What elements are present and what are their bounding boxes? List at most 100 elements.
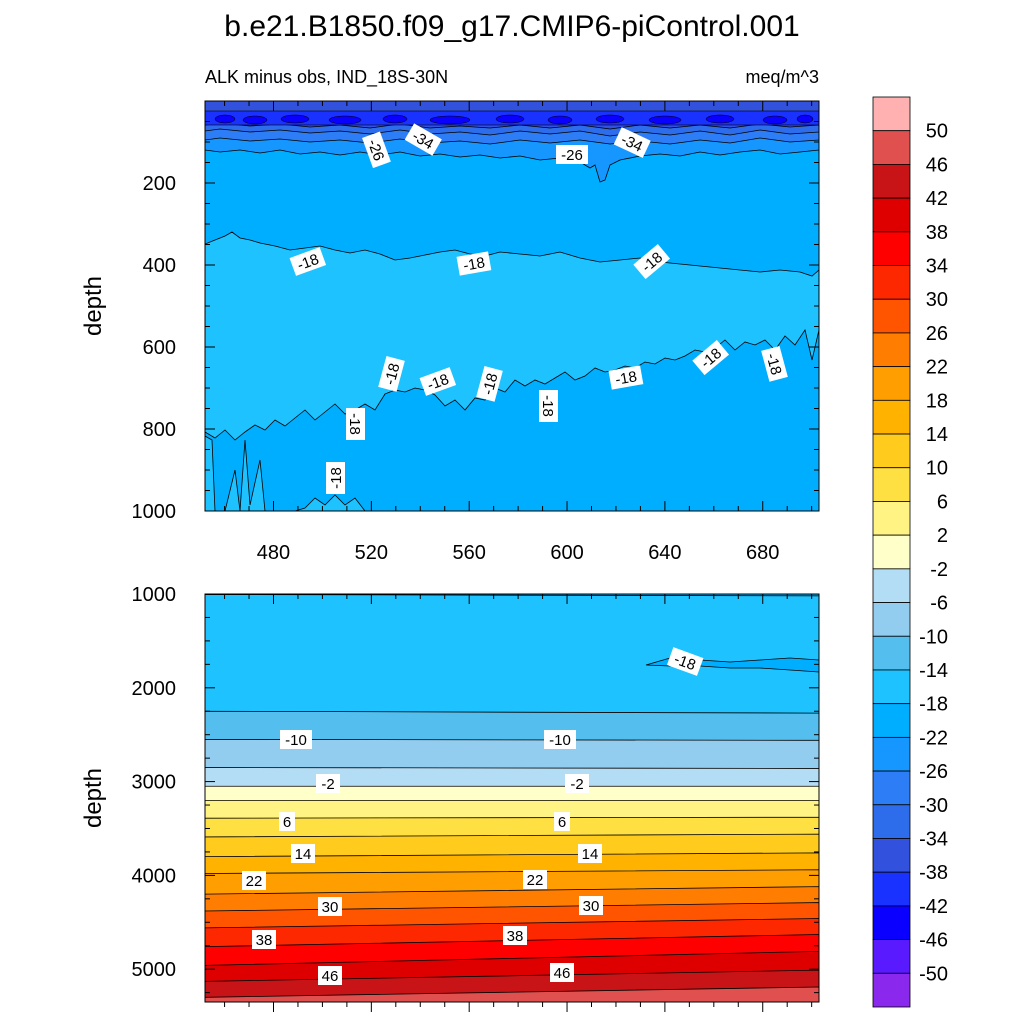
top-xtick-label: 560 — [453, 542, 486, 564]
svg-text:-18: -18 — [425, 371, 451, 394]
colorbar-swatch — [872, 838, 911, 873]
colorbar-swatch — [872, 130, 911, 165]
bottom-yticks: 1000 2000 3000 4000 5000 — [132, 584, 819, 994]
top-xtick-label: 680 — [746, 542, 779, 564]
contour-label: 30 — [318, 897, 342, 916]
svg-text:46: 46 — [554, 965, 571, 982]
svg-text:-18: -18 — [295, 251, 321, 274]
colorbar-swatch — [872, 568, 911, 603]
contour-label: -18 — [326, 462, 345, 494]
top-ytick-label: 400 — [143, 255, 176, 277]
svg-text:-2: -2 — [570, 776, 583, 793]
top-xtick-label: 640 — [648, 542, 681, 564]
colorbar-swatch — [872, 703, 911, 738]
top-ytick-label: 600 — [143, 337, 176, 359]
colorbar-label: -34 — [919, 828, 948, 850]
colorbar-label: 42 — [926, 188, 948, 210]
colorbar-label: 10 — [926, 458, 948, 480]
contour-label: -2 — [316, 774, 340, 793]
contour-label: 14 — [291, 844, 315, 863]
colorbar-label: -30 — [919, 795, 948, 817]
colorbar-swatch — [872, 804, 911, 839]
top-ytick-label: 200 — [143, 173, 176, 195]
svg-text:-18: -18 — [381, 361, 403, 386]
colorbar-label: -18 — [919, 694, 948, 716]
contour-label: -18 — [761, 345, 788, 382]
colorbar-swatch — [872, 736, 911, 772]
colorbar-label: 38 — [926, 222, 948, 244]
colorbar-swatch — [872, 265, 911, 300]
colorbar-swatch — [872, 164, 911, 199]
subtitle-left: ALK minus obs, IND_18S-30N — [205, 67, 448, 88]
contour-label: -18 — [539, 390, 558, 422]
bottom-band — [205, 1007, 819, 1022]
colorbar-label: -42 — [919, 896, 948, 918]
svg-text:6: 6 — [283, 814, 291, 831]
colorbar-swatch — [872, 669, 911, 705]
colorbar-label: 50 — [926, 121, 948, 143]
contour-label: 46 — [318, 966, 342, 985]
subtitle-right: meq/m^3 — [746, 67, 819, 87]
colorbar-label: -14 — [919, 660, 948, 682]
svg-text:-2: -2 — [321, 776, 334, 793]
contour-label: -18 — [456, 251, 492, 276]
contour-label: -10 — [544, 730, 576, 749]
top-ytick-label: 1000 — [132, 501, 177, 523]
bottom-bands — [205, 594, 819, 1022]
svg-text:-18: -18 — [763, 351, 785, 376]
contour-label: 6 — [279, 812, 295, 831]
contour-label: 46 — [550, 963, 574, 982]
svg-text:-18: -18 — [346, 413, 363, 435]
colorbar-swatch — [872, 972, 911, 1008]
colorbar-label: -46 — [919, 930, 948, 952]
svg-text:-18: -18 — [479, 371, 501, 396]
contour-label: -18 — [378, 355, 405, 392]
colorbar-swatch — [872, 298, 911, 334]
contour-label: -26 — [556, 145, 588, 164]
colorbar-swatch — [872, 366, 911, 401]
contour-label: 14 — [578, 844, 602, 863]
contour-label: 38 — [503, 926, 527, 945]
svg-text:6: 6 — [558, 814, 566, 831]
colorbar-swatch — [872, 939, 911, 974]
svg-text:-18: -18 — [672, 651, 698, 674]
contour-label: -18 — [666, 647, 704, 676]
colorbar-swatch — [872, 905, 911, 940]
colorbar-label: -50 — [919, 963, 948, 985]
colorbar: 50 46 42 38 34 30 26 22 18 14 10 6 2 -2 -6 -10 -14 -18 -22… — [872, 96, 948, 1008]
svg-text:-10: -10 — [285, 732, 307, 749]
colorbar-swatch — [872, 871, 911, 907]
colorbar-label: -26 — [919, 761, 948, 783]
colorbar-swatch — [872, 602, 911, 637]
colorbar-swatch — [872, 501, 911, 536]
colorbar-swatch — [872, 770, 911, 806]
svg-text:-26: -26 — [561, 147, 583, 164]
bottom-frame — [204, 593, 820, 1003]
top-ylabel: depth — [80, 276, 107, 336]
contour-label: -26 — [362, 131, 391, 169]
colorbar-label: -22 — [919, 727, 948, 749]
contour-label: -18 — [476, 365, 503, 402]
bottom-ytick-label: 2000 — [132, 678, 177, 700]
contour-label: -10 — [280, 730, 312, 749]
svg-text:-18: -18 — [539, 395, 556, 417]
bottom-ytick-label: 5000 — [132, 959, 177, 981]
svg-text:-18: -18 — [328, 467, 345, 489]
svg-text:14: 14 — [582, 846, 599, 863]
svg-text:46: 46 — [322, 968, 339, 985]
colorbar-swatch — [872, 534, 911, 570]
top-band-46-cells — [214, 114, 814, 125]
colorbar-label: -10 — [919, 626, 948, 648]
svg-text:30: 30 — [322, 899, 339, 916]
contour-label: 6 — [554, 812, 570, 831]
colorbar-label: 34 — [926, 256, 948, 278]
contour-label: 22 — [242, 871, 266, 890]
top-yticks: 200 400 600 800 1000 — [132, 121, 819, 523]
contour-label: -18 — [346, 408, 365, 440]
contour-label: 38 — [252, 930, 276, 949]
svg-text:-18: -18 — [462, 254, 486, 275]
contour-label: 30 — [579, 896, 603, 915]
svg-text:22: 22 — [527, 872, 544, 889]
